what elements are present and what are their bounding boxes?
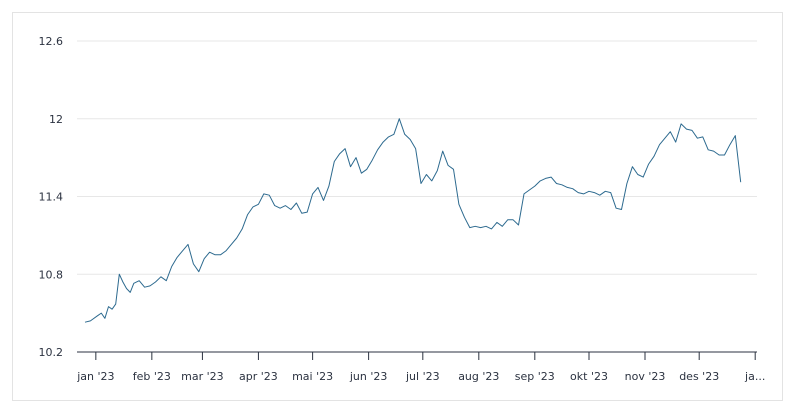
y-tick-label: 10.8 <box>39 268 64 281</box>
y-tick-label: 10.2 <box>39 346 64 359</box>
x-tick-label: aug '23 <box>458 370 499 383</box>
price-series-line <box>84 118 742 323</box>
x-tick-label: ja... <box>744 370 765 383</box>
x-tick-label: okt '23 <box>570 370 608 383</box>
x-tick-label: apr '23 <box>239 370 278 383</box>
x-tick-label: mai '23 <box>292 370 333 383</box>
x-tick-label: jun '23 <box>349 370 388 383</box>
x-axis <box>77 351 757 360</box>
y-axis-labels: 12.6 12 11.4 10.8 10.2 <box>39 35 64 359</box>
x-tick-label: nov '23 <box>625 370 666 383</box>
grid-lines <box>77 40 757 275</box>
x-axis-labels: jan '23 feb '23 mar '23 apr '23 mai '23 jun '… <box>76 370 765 383</box>
x-tick-label: feb '23 <box>133 370 171 383</box>
x-tick-label: sep '23 <box>515 370 555 383</box>
x-tick-label: jul '23 <box>405 370 440 383</box>
y-tick-label: 12 <box>49 113 63 126</box>
y-tick-label: 11.4 <box>39 191 64 204</box>
x-tick-label: des '23 <box>679 370 719 383</box>
y-tick-label: 12.6 <box>39 35 64 48</box>
x-tick-label: jan '23 <box>76 370 114 383</box>
x-tick-label: mar '23 <box>181 370 224 383</box>
chart-frame <box>12 12 783 401</box>
